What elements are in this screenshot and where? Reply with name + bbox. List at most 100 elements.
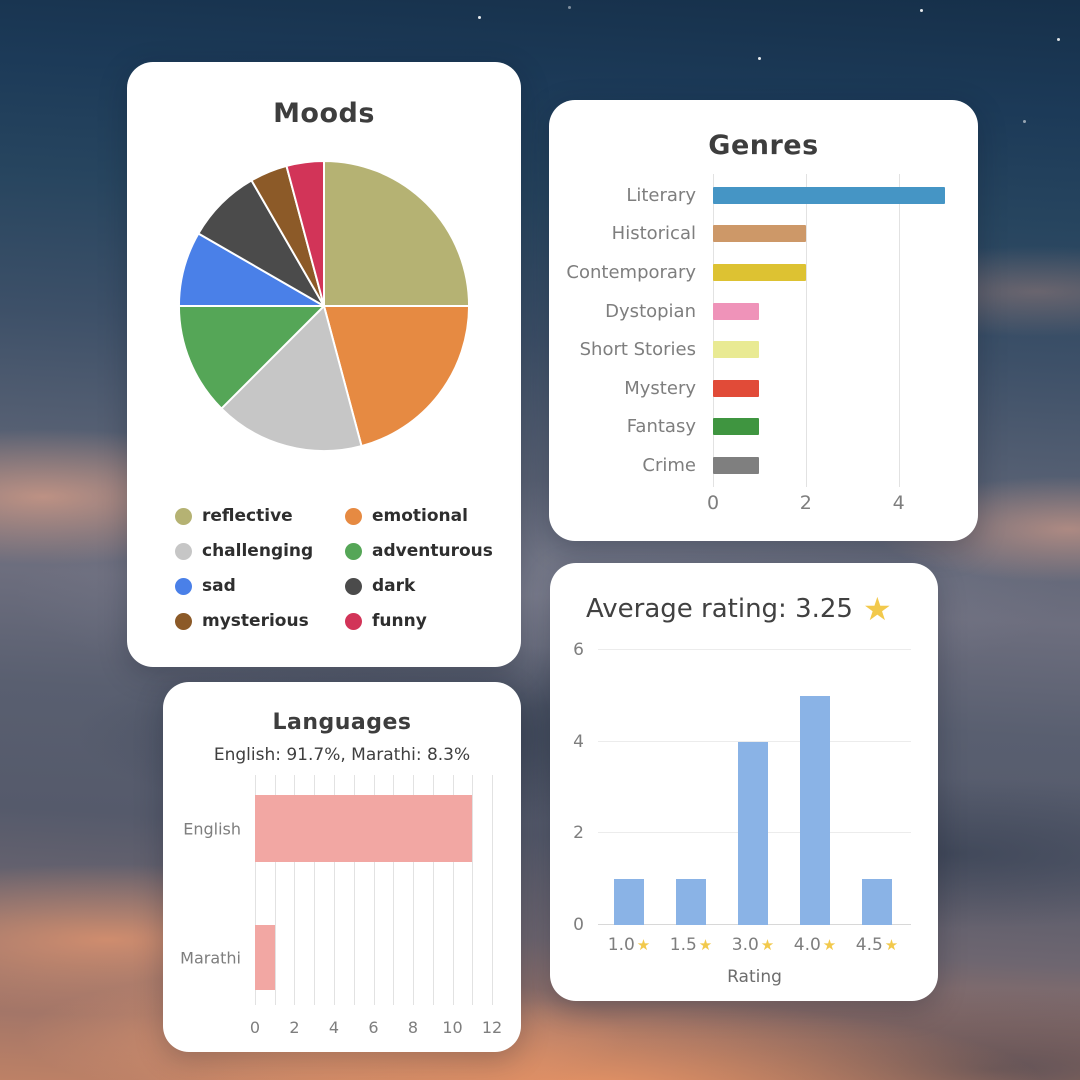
gridline <box>412 775 414 1005</box>
genre-bar <box>713 341 760 359</box>
pie-slice-challenging <box>220 305 363 453</box>
genre-bar <box>713 263 806 281</box>
x-tick-label: 4 <box>892 492 905 514</box>
legend-label: adventurous <box>372 541 493 561</box>
genre-bar-track <box>713 302 959 320</box>
genre-label: Historical <box>611 223 696 245</box>
moods-pie-chart <box>177 159 471 453</box>
genres-x-axis-ticks: 0 2 4 <box>707 492 959 516</box>
moods-card: Moods reflective emotional challenging adve… <box>127 62 521 667</box>
y-tick-label: 0 <box>573 915 584 935</box>
genre-label: Dystopian <box>605 300 696 322</box>
rating-value-text: 4.5 <box>855 935 883 955</box>
languages-bar-chart: English Marathi 0 2 4 6 8 10 12 <box>180 775 502 1037</box>
language-label: English <box>183 819 241 838</box>
legend-label: reflective <box>202 506 293 526</box>
star-icon: ★ <box>636 936 651 954</box>
rating-value-text: 1.5 <box>669 935 697 955</box>
genres-row-historical: Historical <box>565 215 960 254</box>
moods-legend: reflective emotional challenging adventurou… <box>175 506 493 631</box>
genres-row-crime: Crime <box>565 446 960 485</box>
genres-bar-chart: Literary Historical Contemporary Dystopian S… <box>565 176 960 485</box>
legend-dot-icon <box>175 612 192 630</box>
legend-item-adventurous: adventurous <box>345 541 493 561</box>
languages-card: Languages English: 91.7%, Marathi: 8.3% … <box>163 682 521 1052</box>
x-tick-label: 4 <box>328 1018 340 1037</box>
genre-bar-track <box>713 418 959 436</box>
x-tick-label: 12 <box>481 1018 503 1037</box>
legend-label: funny <box>372 611 427 631</box>
gridline <box>472 775 474 1005</box>
language-bar <box>255 925 275 990</box>
genres-row-contemporary: Contemporary <box>565 253 960 292</box>
genre-bar <box>713 225 806 243</box>
language-row-marathi: Marathi <box>180 925 492 990</box>
ratings-x-axis-label: Rating <box>727 967 782 987</box>
genre-bar-track <box>713 341 959 359</box>
gridline <box>598 649 911 650</box>
legend-item-sad: sad <box>175 576 345 596</box>
gridline <box>373 775 375 1005</box>
x-tick-label: 6 <box>368 1018 379 1037</box>
genre-bar-track <box>713 186 959 204</box>
languages-x-axis-ticks: 0 2 4 6 8 10 12 <box>250 1018 502 1038</box>
y-tick-label: 2 <box>573 823 584 844</box>
genre-label: Fantasy <box>626 416 696 438</box>
rating-bar-1.0 <box>614 879 644 925</box>
legend-label: mysterious <box>202 611 309 631</box>
genre-bar-track <box>713 456 959 474</box>
star-icon: ★ <box>822 936 837 954</box>
genre-label: Short Stories <box>579 339 696 361</box>
legend-item-challenging: challenging <box>175 541 345 561</box>
legend-item-reflective: reflective <box>175 506 345 526</box>
gridline <box>598 740 911 742</box>
genres-row-fantasy: Fantasy <box>565 408 960 447</box>
star-icon: ★ <box>862 590 892 628</box>
legend-label: dark <box>372 576 416 596</box>
ratings-title: Average rating: 3.25 ★ <box>586 593 892 625</box>
gridline <box>255 775 256 1005</box>
rating-bar-1.5 <box>676 879 706 925</box>
genres-title: Genres <box>708 130 819 161</box>
genre-bar <box>713 302 760 320</box>
moods-title: Moods <box>273 98 375 129</box>
pie-slice-reflective <box>323 159 471 307</box>
languages-title: Languages <box>272 710 412 735</box>
legend-dot-icon <box>345 507 362 525</box>
y-tick-label: 4 <box>573 731 584 752</box>
star-icon: ★ <box>884 936 899 954</box>
gridline <box>492 775 493 1005</box>
legend-dot-icon <box>345 542 362 560</box>
rating-category-label: 1.5 ★ <box>670 935 713 955</box>
genre-bar <box>713 379 760 397</box>
legend-item-funny: funny <box>345 611 493 631</box>
genre-bar <box>713 456 760 474</box>
legend-label: challenging <box>202 541 314 561</box>
language-bar <box>255 795 473 862</box>
legend-item-dark: dark <box>345 576 493 596</box>
legend-dot-icon <box>175 542 192 560</box>
genres-row-literary: Literary <box>565 176 960 215</box>
gridline <box>294 775 296 1005</box>
legend-label: sad <box>202 576 236 596</box>
language-row-english: English <box>183 795 492 862</box>
genre-bar-track <box>713 263 959 281</box>
star-icon: ★ <box>698 936 713 954</box>
gridline <box>274 775 276 1005</box>
legend-label: emotional <box>372 506 468 526</box>
x-tick-label: 0 <box>706 492 720 514</box>
genre-bar-track <box>713 225 959 243</box>
x-tick-label: 0 <box>249 1018 261 1037</box>
gridline <box>353 775 355 1005</box>
genre-label: Contemporary <box>566 261 696 283</box>
gridline <box>432 775 434 1005</box>
rating-value-text: 1.0 <box>607 935 635 955</box>
ratings-card: Average rating: 3.25 ★ Rating 0 2 4 6 1.0 ★ 1.… <box>550 563 938 1001</box>
rating-bar-4.5 <box>862 879 892 925</box>
rating-value-text: 4.0 <box>793 935 821 955</box>
legend-dot-icon <box>175 577 192 595</box>
rating-bar-4.0 <box>800 695 830 925</box>
genre-bar-track <box>713 379 959 397</box>
x-tick-label: 10 <box>442 1018 463 1037</box>
pie-slice-funny <box>285 159 325 307</box>
